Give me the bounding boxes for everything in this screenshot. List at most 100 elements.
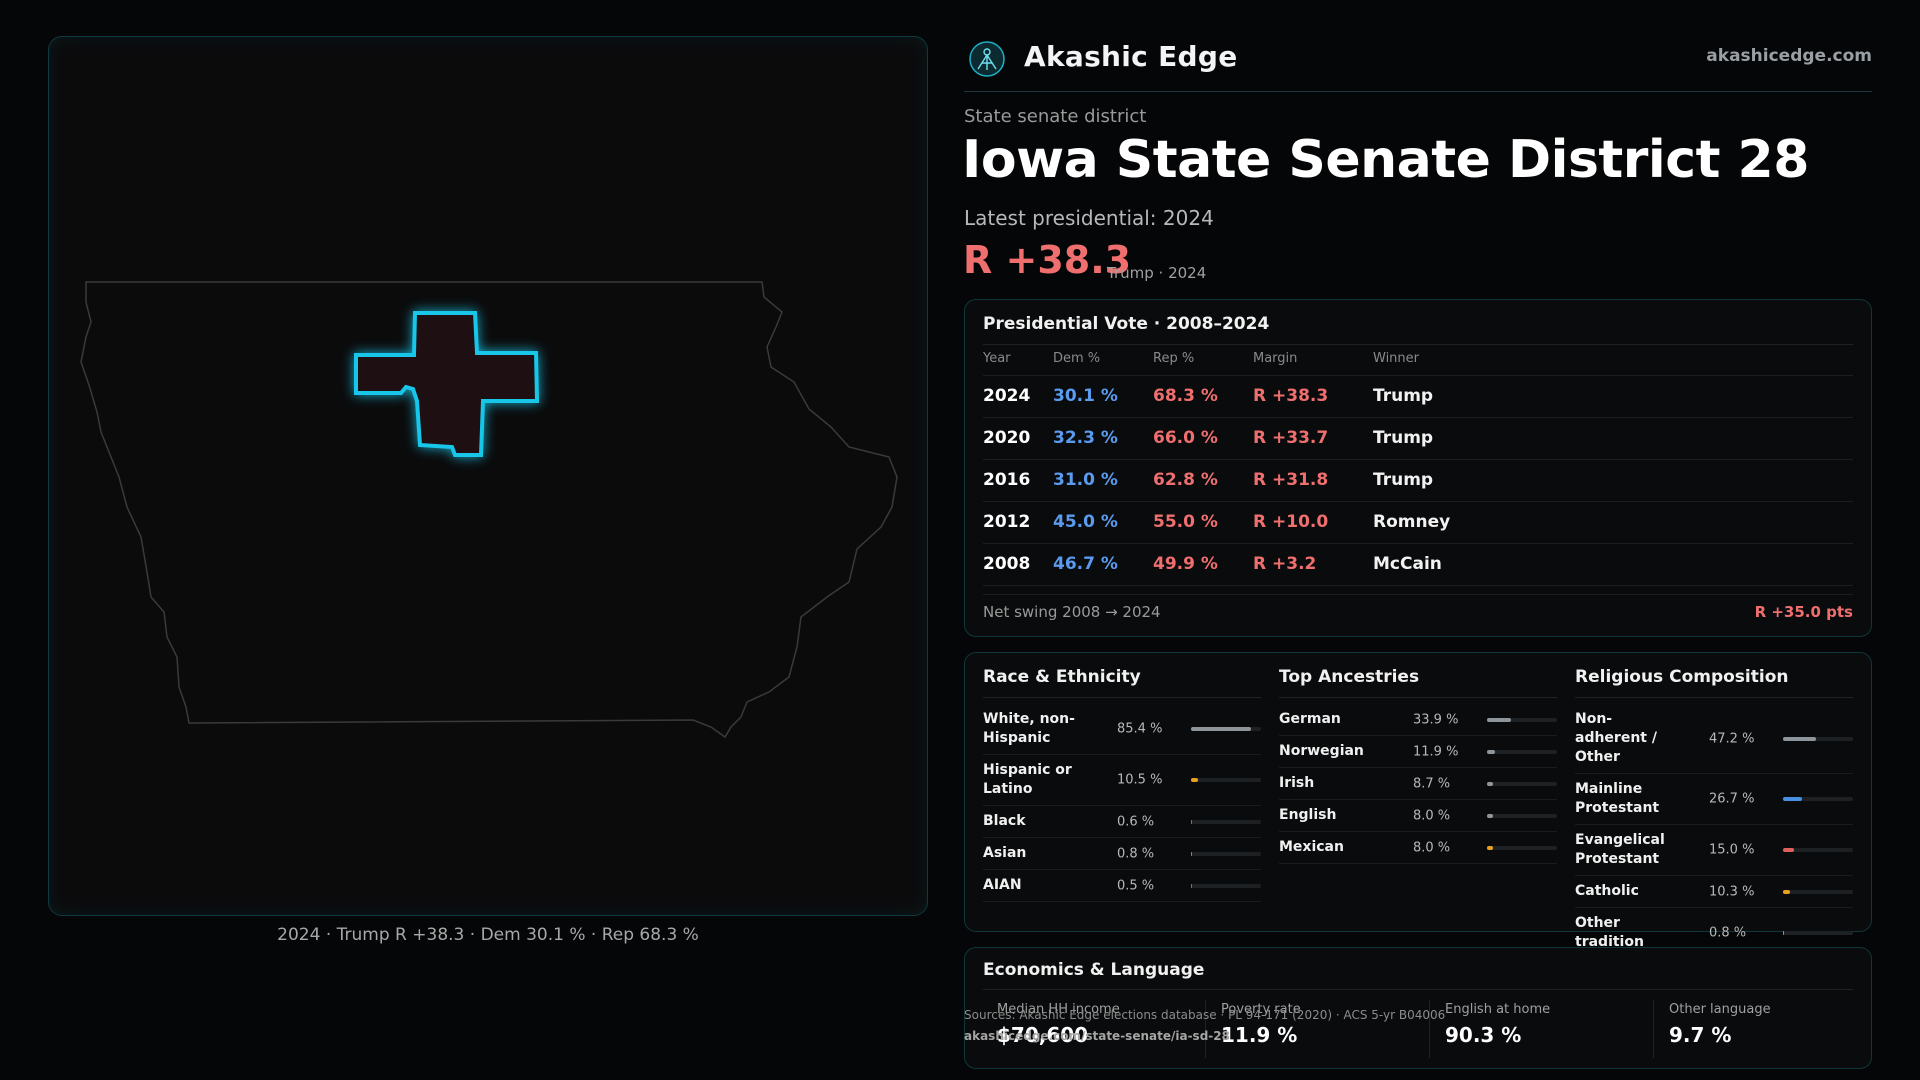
row-label: Mexican xyxy=(1279,839,1344,855)
row-label: Hispanic or Latino xyxy=(983,762,1072,797)
district-map[interactable] xyxy=(49,37,929,917)
list-item[interactable]: Catholic 10.3 % xyxy=(1575,876,1853,908)
net-swing-row: Net swing 2008 → 2024 R +35.0 pts xyxy=(983,594,1853,621)
source-url-link[interactable]: akashicedge.com/state-senate/ia-sd-28 xyxy=(964,1029,1230,1043)
brand-name[interactable]: Akashic Edge xyxy=(1024,40,1238,73)
stat-other-language: Other language 9.7 % xyxy=(1669,1002,1771,1047)
col-margin[interactable]: Margin xyxy=(1253,351,1298,366)
source-text: Sources: Akashic Edge elections database… xyxy=(964,1008,1446,1022)
row-value: 11.9 % xyxy=(1413,744,1459,759)
row-label: Other tradition xyxy=(1575,915,1644,950)
percent-bar xyxy=(1783,848,1853,852)
percent-bar-fill xyxy=(1191,727,1251,731)
list-item[interactable]: Hispanic or Latino 10.5 % xyxy=(983,755,1261,806)
margin-cell: R +31.8 xyxy=(1253,470,1329,490)
row-label: White, non-Hispanic xyxy=(983,711,1075,746)
table-row[interactable]: 2012 45.0 % 55.0 % R +10.0 Romney xyxy=(983,502,1853,544)
row-value: 0.5 % xyxy=(1117,878,1155,893)
headline-margin: R +38.3 xyxy=(963,238,1132,282)
ancestries-title: Top Ancestries xyxy=(1279,667,1420,687)
percent-bar-fill xyxy=(1783,848,1794,852)
col-winner[interactable]: Winner xyxy=(1373,351,1420,366)
akashic-edge-logo-icon[interactable] xyxy=(968,40,1006,78)
district-28-shape[interactable] xyxy=(354,311,540,457)
list-item[interactable]: Asian 0.8 % xyxy=(983,838,1261,870)
percent-bar-fill xyxy=(1783,889,1791,894)
list-item[interactable]: Black 0.6 % xyxy=(983,806,1261,838)
col-dem[interactable]: Dem % xyxy=(1053,351,1101,366)
economics-card: Economics & Language Median HH income $7… xyxy=(964,947,1872,1069)
list-item[interactable]: Irish 8.7 % xyxy=(1279,768,1557,800)
dem-cell: 46.7 % xyxy=(1053,554,1118,574)
list-item[interactable]: Mexican 8.0 % xyxy=(1279,832,1557,864)
divider xyxy=(983,989,1853,990)
list-item[interactable]: White, non-Hispanic 85.4 % xyxy=(983,704,1261,755)
divider xyxy=(1575,697,1853,698)
list-item[interactable]: English 8.0 % xyxy=(1279,800,1557,832)
percent-bar xyxy=(1191,851,1261,856)
map-panel[interactable] xyxy=(48,36,928,916)
stat-median-income: Median HH income $70,600 xyxy=(997,1002,1120,1047)
brand-url-link[interactable]: akashicedge.com xyxy=(1706,46,1872,66)
winner-cell: Trump xyxy=(1373,386,1434,406)
list-item[interactable]: Evangelical Protestant 15.0 % xyxy=(1575,825,1853,876)
percent-bar-fill xyxy=(1783,736,1817,741)
headline-margin-sub: Trump · 2024 xyxy=(1107,264,1207,282)
year-cell: 2016 xyxy=(983,470,1031,490)
table-row[interactable]: 2008 46.7 % 49.9 % R +3.2 McCain xyxy=(983,544,1853,586)
row-value: 85.4 % xyxy=(1117,721,1163,737)
winner-cell: Romney xyxy=(1373,512,1451,532)
list-item[interactable]: German 33.9 % xyxy=(1279,704,1557,736)
religion-section: Religious Composition Non-adherent / Oth… xyxy=(1575,667,1853,959)
net-swing-value: R +35.0 pts xyxy=(1754,603,1853,621)
percent-bar xyxy=(1783,931,1853,935)
rep-cell: 55.0 % xyxy=(1153,512,1218,532)
divider xyxy=(1429,1000,1430,1058)
row-value: 0.8 % xyxy=(1709,925,1747,941)
percent-bar xyxy=(1487,749,1557,754)
economics-title: Economics & Language xyxy=(983,960,1205,980)
col-rep[interactable]: Rep % xyxy=(1153,351,1195,366)
percent-bar xyxy=(1487,845,1557,850)
percent-bar-fill xyxy=(1191,883,1193,888)
district-type-label: State senate district xyxy=(964,106,1147,127)
margin-cell: R +10.0 xyxy=(1253,512,1329,532)
year-cell: 2020 xyxy=(983,428,1031,448)
table-row[interactable]: 2016 31.0 % 62.8 % R +31.8 Trump xyxy=(983,460,1853,502)
table-row[interactable]: 2020 32.3 % 66.0 % R +33.7 Trump xyxy=(983,418,1853,460)
percent-bar-fill xyxy=(1191,851,1193,856)
page-title: Iowa State Senate District 28 xyxy=(962,130,1809,190)
map-caption: 2024 · Trump R +38.3 · Dem 30.1 % · Rep … xyxy=(277,925,699,945)
row-value: 47.2 % xyxy=(1709,731,1755,746)
source-footer: Sources: Akashic Edge elections database… xyxy=(964,1005,1445,1047)
row-value: 8.7 % xyxy=(1413,776,1451,791)
divider xyxy=(1653,1000,1654,1058)
table-row[interactable]: 2024 30.1 % 68.3 % R +38.3 Trump xyxy=(983,376,1853,418)
stat-poverty-rate: Poverty rate 11.9 % xyxy=(1221,1002,1301,1047)
rep-cell: 66.0 % xyxy=(1153,428,1218,448)
row-label: AIAN xyxy=(983,877,1022,893)
year-cell: 2024 xyxy=(983,386,1031,406)
ancestries-section: Top Ancestries German 33.9 % Norwegian 11.9… xyxy=(1279,667,1557,864)
list-item[interactable]: Non-adherent / Other 47.2 % xyxy=(1575,704,1853,774)
percent-bar-fill xyxy=(1783,797,1802,801)
stat-label: Other language xyxy=(1669,1002,1771,1017)
percent-bar-fill xyxy=(1191,778,1199,782)
winner-cell: Trump xyxy=(1373,470,1434,490)
row-label: Evangelical Protestant xyxy=(1575,832,1665,867)
divider xyxy=(983,697,1261,698)
row-value: 8.0 % xyxy=(1413,840,1451,855)
list-item[interactable]: Mainline Protestant 26.7 % xyxy=(1575,774,1853,825)
row-label: Catholic xyxy=(1575,883,1639,899)
percent-bar-fill xyxy=(1487,813,1493,818)
percent-bar xyxy=(1191,778,1261,782)
religion-title: Religious Composition xyxy=(1575,667,1789,687)
list-item[interactable]: Norwegian 11.9 % xyxy=(1279,736,1557,768)
presidential-table: Year Dem % Rep % Margin Winner 2024 30.1 … xyxy=(983,350,1853,586)
col-year[interactable]: Year xyxy=(983,351,1011,366)
row-value: 0.6 % xyxy=(1117,814,1155,829)
table-header: Year Dem % Rep % Margin Winner xyxy=(983,350,1853,376)
winner-cell: McCain xyxy=(1373,554,1442,574)
stat-value: 9.7 % xyxy=(1669,1023,1732,1047)
list-item[interactable]: AIAN 0.5 % xyxy=(983,870,1261,902)
